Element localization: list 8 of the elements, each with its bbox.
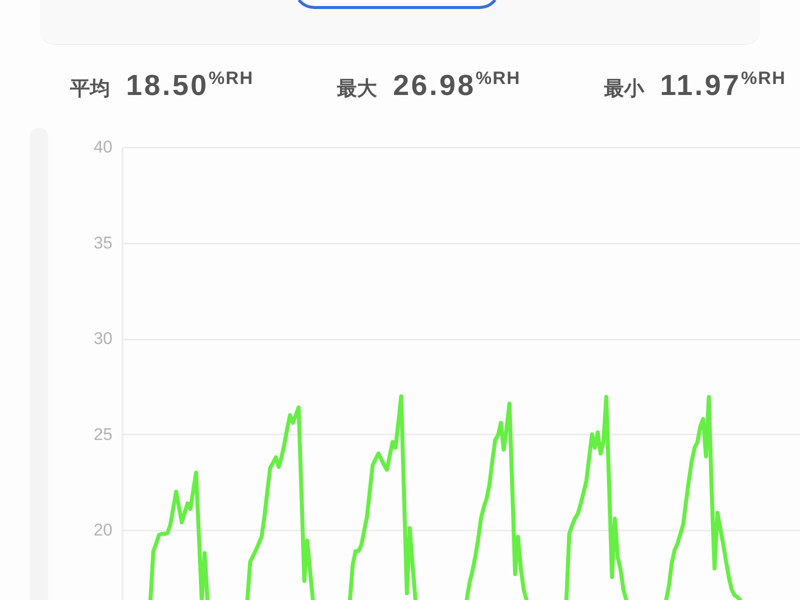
y-tick-label: 35 [94, 233, 112, 252]
text: 最小 11.97$^{%RH}$ [604, 68, 786, 103]
text: 平均 18.50$^{%RH}$ [70, 68, 254, 103]
y-tick-label: 40 [94, 138, 112, 156]
y-tick-label: 20 [94, 520, 112, 540]
text: 最大 26.98$^{%RH}$ [337, 68, 521, 103]
y-tick-label: 25 [94, 424, 112, 444]
y-tick-label: 30 [94, 329, 112, 348]
